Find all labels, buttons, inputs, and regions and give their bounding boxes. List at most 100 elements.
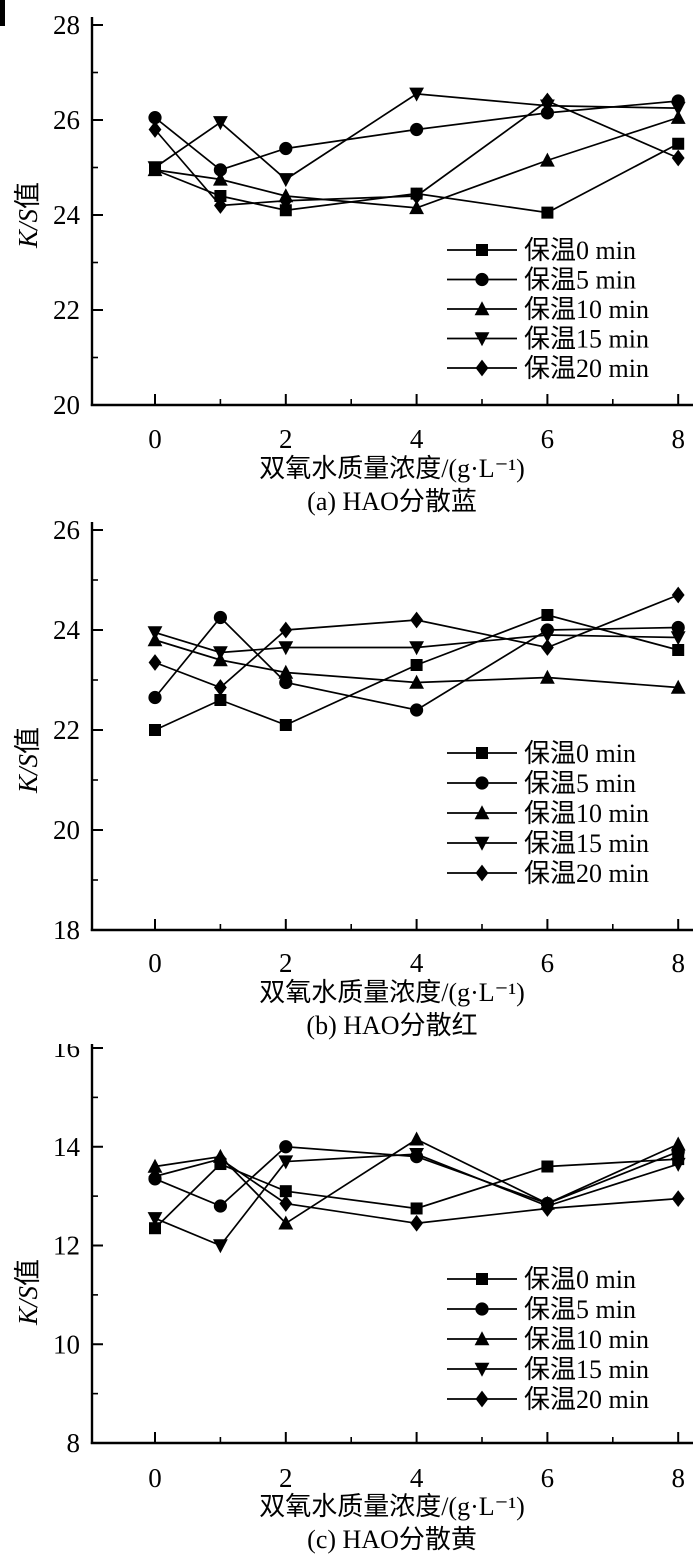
- x-tick-label: 4: [410, 1463, 424, 1490]
- x-axis-title: 双氧水质量浓度/(g·L⁻¹): [259, 978, 525, 1007]
- legend-entry: 保温20 min: [447, 859, 649, 888]
- data-point: [409, 674, 424, 689]
- data-point: [671, 149, 685, 167]
- series-line: [154, 639, 679, 689]
- data-point: [410, 1202, 423, 1215]
- series-line: [154, 93, 679, 181]
- data-point: [279, 1195, 293, 1212]
- series-triangle-down: [147, 87, 686, 188]
- data-point: [671, 586, 685, 604]
- legend-label: 保温10 min: [524, 799, 649, 828]
- y-tick-label: 10: [53, 1329, 80, 1359]
- series-line: [154, 1158, 679, 1229]
- y-tick-label: 16: [53, 1044, 80, 1063]
- series-diamond: [148, 92, 685, 214]
- legend-marker: [474, 836, 490, 851]
- y-tick-label: 22: [53, 295, 80, 325]
- series-line: [154, 594, 679, 689]
- x-tick-label: 8: [671, 948, 685, 976]
- data-point: [410, 1214, 423, 1232]
- series-diamond: [148, 1150, 685, 1232]
- series-square: [149, 609, 685, 736]
- y-tick-label: 26: [53, 105, 80, 135]
- data-point: [409, 1131, 424, 1146]
- x-tick-label: 6: [541, 1463, 555, 1490]
- data-point: [540, 628, 555, 643]
- y-axis-title: K/S值: [13, 1259, 43, 1326]
- data-point: [213, 1199, 227, 1213]
- legend-marker: [476, 1273, 488, 1285]
- legend-entry: 保温10 min: [447, 295, 649, 324]
- series-line: [154, 1138, 679, 1225]
- data-point: [278, 173, 294, 188]
- data-point: [541, 639, 554, 656]
- y-tick-label: 14: [53, 1132, 81, 1162]
- series-line: [154, 116, 679, 209]
- data-point: [147, 161, 163, 176]
- legend-label: 保温15 min: [524, 829, 649, 858]
- legend-label: 保温5 min: [524, 1295, 636, 1324]
- series-line: [154, 1153, 679, 1247]
- data-point: [541, 1200, 554, 1217]
- data-point: [670, 109, 686, 124]
- data-point: [671, 620, 685, 635]
- x-tick-label: 2: [279, 948, 293, 976]
- data-point: [213, 646, 228, 661]
- legend-label: 保温5 min: [524, 769, 636, 798]
- legend-label: 保温0 min: [524, 236, 636, 265]
- x-tick-label: 6: [541, 424, 555, 452]
- data-point: [410, 703, 424, 717]
- legend-entry: 保温5 min: [447, 266, 636, 295]
- legend-label: 保温10 min: [524, 1325, 649, 1354]
- legend-entry: 保温10 min: [447, 1325, 649, 1354]
- data-point: [147, 1212, 163, 1227]
- data-point: [213, 171, 228, 186]
- chart-a-figure: 20 22 24 26 28 0 2 4 6 8 K/S值 保温0 min 保温5 min 保温10 mi…: [0, 0, 700, 518]
- y-tick-label: 20: [53, 815, 80, 845]
- x-tick-label: 8: [671, 1463, 685, 1490]
- legend-label: 保温15 min: [524, 1355, 649, 1384]
- y-tick-label: 12: [53, 1231, 80, 1261]
- legend-marker: [474, 332, 490, 347]
- y-tick-label: 28: [53, 10, 80, 40]
- data-point: [279, 1140, 293, 1154]
- x-tick-label: 4: [410, 424, 424, 452]
- data-point: [214, 694, 227, 706]
- series-circle: [148, 610, 685, 717]
- legend-marker: [475, 1302, 489, 1316]
- data-point: [147, 626, 163, 641]
- legend-marker: [474, 1362, 490, 1377]
- legend-label: 保温0 min: [524, 739, 636, 768]
- x-tick-label: 0: [148, 424, 162, 452]
- data-point: [148, 690, 162, 705]
- legend-entry: 保温0 min: [447, 739, 636, 768]
- x-tick-label: 2: [279, 1463, 293, 1490]
- data-point: [409, 200, 424, 215]
- data-point: [409, 641, 424, 656]
- data-point: [410, 122, 424, 137]
- legend-label: 保温10 min: [524, 295, 649, 324]
- data-point: [410, 187, 423, 205]
- series-line: [154, 1145, 679, 1207]
- legend-entry: 保温15 min: [447, 325, 649, 354]
- data-point: [671, 1190, 685, 1207]
- data-point: [410, 611, 423, 629]
- data-point: [148, 111, 162, 125]
- legend-entry: 保温20 min: [447, 354, 649, 383]
- series-line: [154, 614, 679, 731]
- legend-label: 保温20 min: [524, 1385, 649, 1414]
- data-point: [279, 719, 292, 731]
- data-point: [214, 679, 227, 696]
- y-tick-label: 24: [53, 200, 81, 230]
- data-point: [670, 631, 686, 646]
- legend-entry: 保温5 min: [447, 769, 636, 798]
- chart-caption: (c) HAO分散黄: [307, 1525, 477, 1554]
- data-point: [672, 644, 685, 656]
- data-point: [279, 675, 293, 690]
- data-point: [541, 609, 554, 621]
- x-tick-label: 0: [148, 948, 162, 976]
- data-point: [410, 659, 423, 671]
- data-point: [670, 101, 686, 116]
- data-point: [278, 1215, 294, 1230]
